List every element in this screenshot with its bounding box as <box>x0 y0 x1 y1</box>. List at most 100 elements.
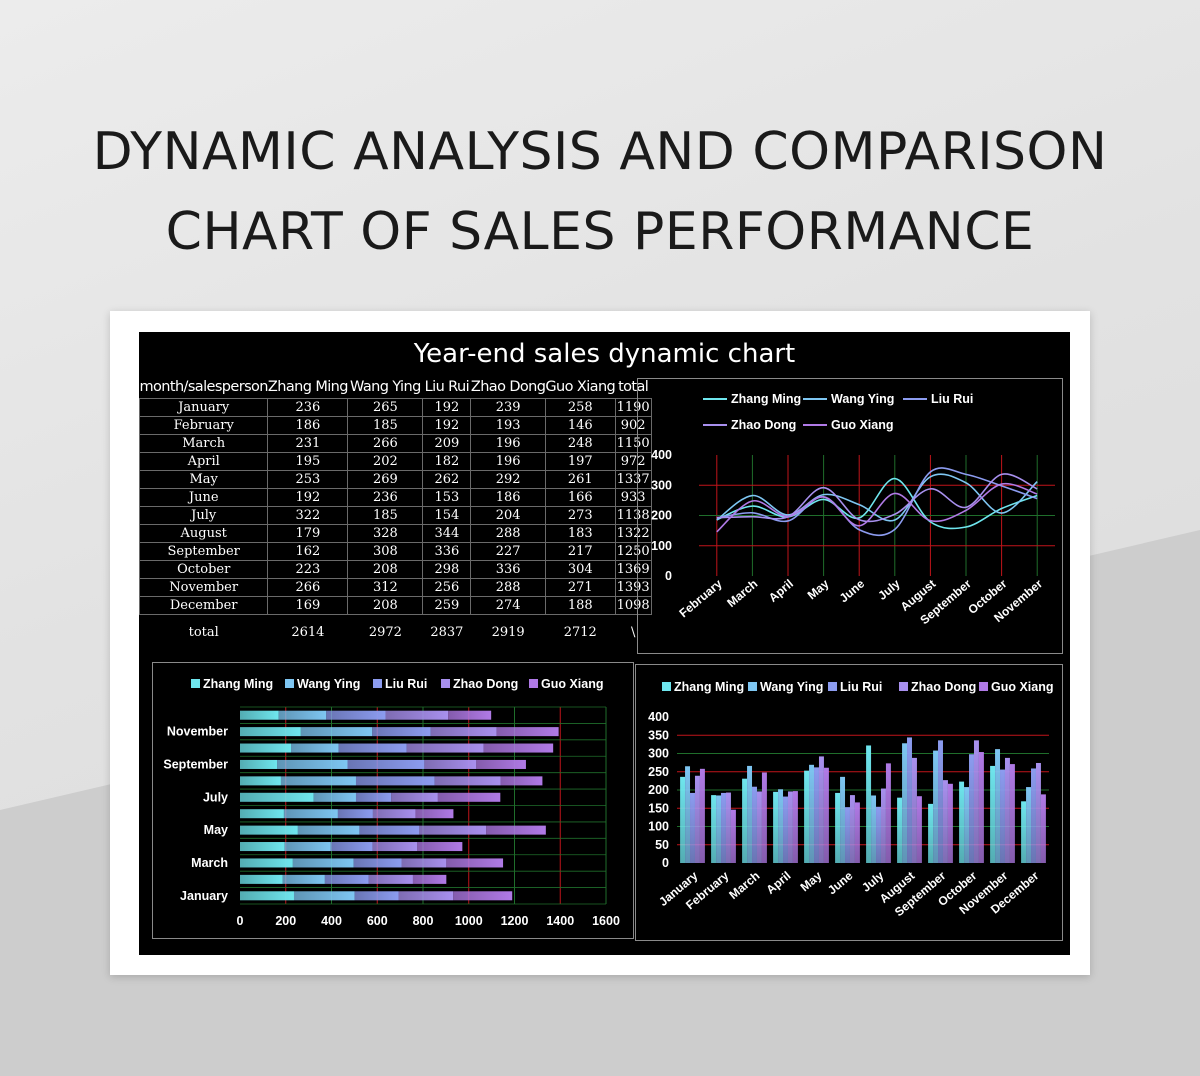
x-tick-label: April <box>766 577 796 605</box>
bar <box>690 792 695 863</box>
table-row: July 322 185 154 204 273 1138 <box>138 506 652 525</box>
bar <box>969 754 974 863</box>
bar-segment <box>453 891 513 901</box>
x-tick-label: 800 <box>413 914 434 928</box>
bar-segment <box>354 891 399 901</box>
value-cell: 248 <box>544 434 616 453</box>
bar <box>685 766 691 863</box>
x-tick-label: June <box>825 868 856 897</box>
bar <box>721 792 726 863</box>
bar <box>885 763 891 863</box>
legend-label: Wang Ying <box>297 677 360 691</box>
table-header-cell: Zhao Dong <box>470 379 546 395</box>
value-cell: 154 <box>422 506 472 525</box>
value-cell: 231 <box>267 434 349 453</box>
bar-segment <box>293 891 355 901</box>
bar-segment <box>284 842 331 852</box>
x-tick-label: 400 <box>321 914 342 928</box>
value-cell: 328 <box>347 524 424 543</box>
value-cell: 253 <box>267 470 349 489</box>
bar <box>933 750 939 863</box>
page-title-line-1: DYNAMIC ANALYSIS AND COMPARISON <box>92 122 1108 182</box>
x-tick-label: 600 <box>367 914 388 928</box>
value-cell: 202 <box>347 452 424 471</box>
legend-label: Zhang Ming <box>731 392 801 406</box>
value-cell: 273 <box>544 506 616 525</box>
y-tick-label: 150 <box>648 801 669 815</box>
bar <box>680 776 686 863</box>
bar <box>742 778 748 863</box>
line-chart: Zhang Ming Wang Ying Liu Rui Zhao Dong Guo X… <box>637 378 1063 654</box>
bar <box>942 780 948 863</box>
month-cell: August <box>138 524 269 543</box>
bar-segment <box>476 759 526 769</box>
y-tick-label: 100 <box>648 820 669 834</box>
page-title: DYNAMIC ANALYSIS AND COMPARISON CHART OF… <box>0 112 1200 272</box>
value-cell: 336 <box>470 560 546 579</box>
bar-segment <box>324 874 369 884</box>
value-cell: 236 <box>267 398 349 417</box>
value-cell: 186 <box>267 416 349 435</box>
value-cell: 192 <box>422 416 472 435</box>
bar <box>809 764 815 863</box>
value-cell: 256 <box>422 578 472 597</box>
bar <box>897 797 903 863</box>
table-row: December 169 208 259 274 188 1098 <box>138 596 652 615</box>
bar-segment <box>280 776 356 786</box>
legend-label: Zhao Dong <box>911 680 976 694</box>
bar-segment <box>297 825 360 835</box>
month-cell: May <box>138 470 269 489</box>
value-cell: 204 <box>470 506 546 525</box>
sales-table: month/salesperson Zhang Ming Wang Ying L… <box>138 376 652 648</box>
bar <box>783 796 788 863</box>
table-row: June 192 236 153 186 166 933 <box>138 488 652 507</box>
table-header-cell: Wang Ying <box>350 379 421 395</box>
bar <box>778 789 784 863</box>
bar <box>959 781 965 863</box>
legend-swatch <box>748 682 757 691</box>
bar-segment <box>330 842 373 852</box>
bar-segment <box>355 792 392 802</box>
total-cell: \ <box>630 625 636 640</box>
value-cell: 265 <box>347 398 424 417</box>
value-cell: 292 <box>470 470 546 489</box>
legend-label: Zhao Dong <box>731 418 796 432</box>
table-header-cell: month/salesperson <box>139 379 269 395</box>
bar-segment <box>326 710 386 720</box>
bar <box>730 809 736 863</box>
bar <box>787 791 793 863</box>
y-tick-label: March <box>191 856 228 870</box>
bar-segment <box>240 891 294 901</box>
bar <box>907 737 912 863</box>
table-header-cell: Zhang Ming <box>267 379 349 395</box>
stray-mark: 1 <box>129 547 138 562</box>
value-cell: 259 <box>422 596 472 615</box>
y-tick-label: 250 <box>648 765 669 779</box>
bar <box>818 756 824 863</box>
bar-segment <box>401 858 447 868</box>
x-tick-label: 1400 <box>546 914 574 928</box>
month-cell: March <box>138 434 269 453</box>
bar <box>990 765 996 863</box>
value-cell: 153 <box>422 488 472 507</box>
bar-segment <box>417 842 463 852</box>
total-cell: 2614 <box>291 625 325 640</box>
value-cell: 188 <box>544 596 616 615</box>
legend-label: Guo Xiang <box>991 680 1054 694</box>
legend-label: Liu Rui <box>385 677 427 691</box>
bar <box>1009 764 1015 863</box>
value-cell: 262 <box>422 470 472 489</box>
legend-swatch <box>191 679 200 688</box>
bar-segment <box>483 743 554 753</box>
value-cell: 182 <box>422 452 472 471</box>
value-cell: 192 <box>267 488 349 507</box>
bar <box>756 791 762 863</box>
value-cell: 336 <box>422 542 472 561</box>
bar-segment <box>240 759 278 769</box>
legend-label: Wang Ying <box>760 680 823 694</box>
value-cell: 288 <box>470 524 546 543</box>
bar <box>916 796 922 863</box>
bar <box>1000 769 1005 863</box>
table-total-row: total 2614 2972 2837 2919 2712 \ <box>140 615 652 648</box>
value-cell: 208 <box>347 596 424 615</box>
